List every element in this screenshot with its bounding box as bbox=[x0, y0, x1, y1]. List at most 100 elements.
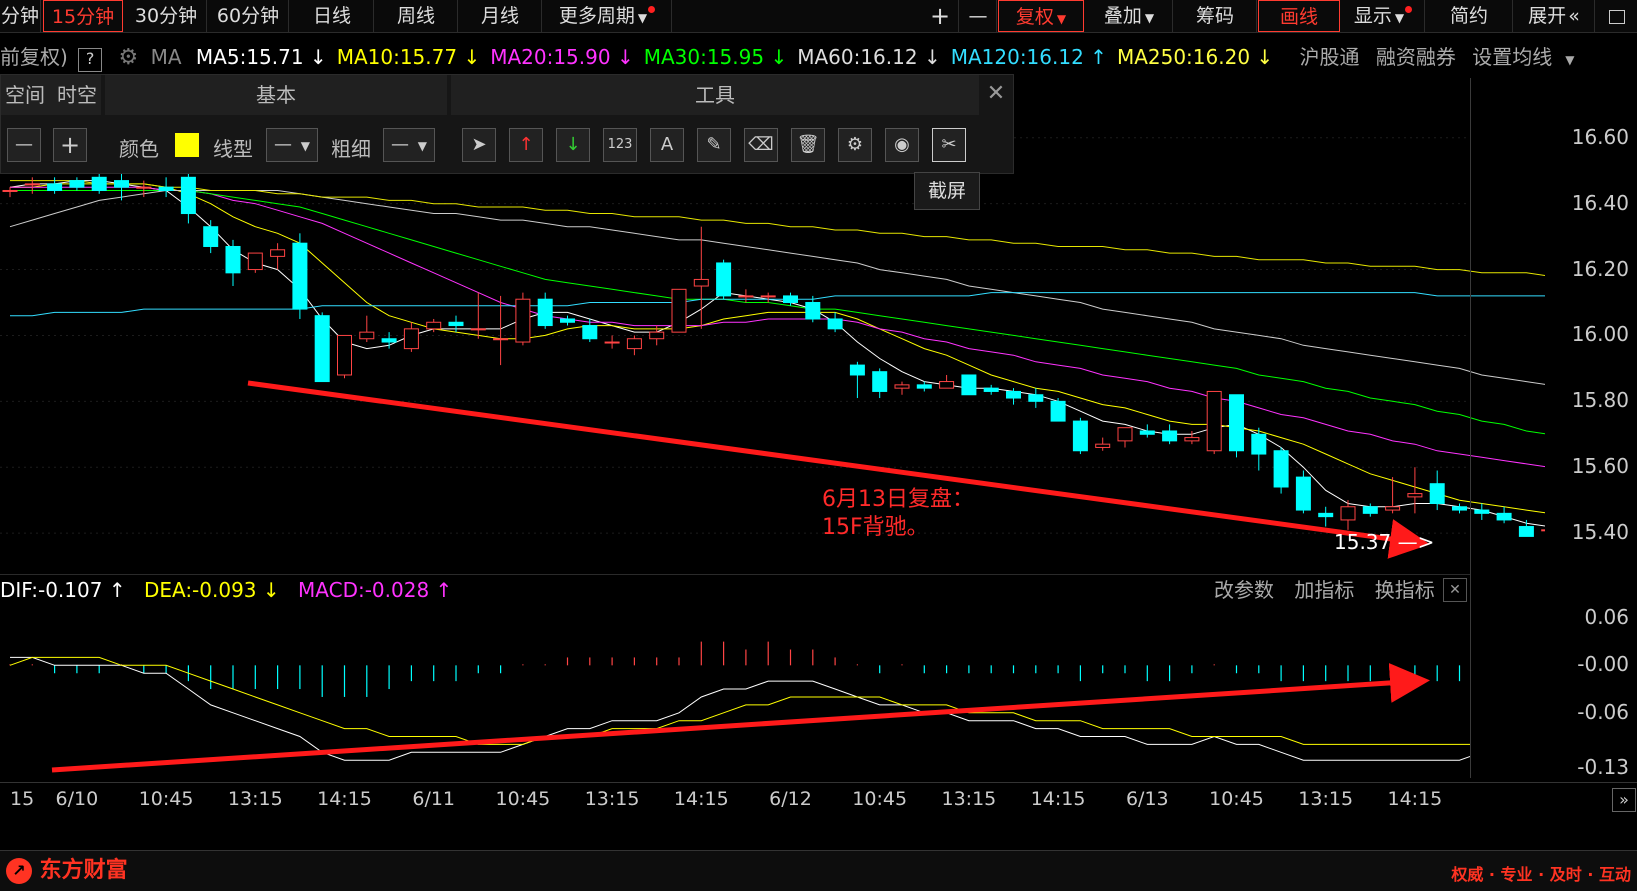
brand-icon: ↗ bbox=[6, 858, 32, 884]
ruler-icon[interactable]: ✎ bbox=[697, 128, 731, 162]
tab-30min[interactable]: 30分钟 bbox=[126, 0, 207, 32]
macd-tick: -0.00 bbox=[1577, 652, 1629, 677]
candle bbox=[1006, 388, 1021, 405]
down-arrow-icon[interactable]: ↓ bbox=[556, 128, 590, 162]
ma-settings-label: 设置均线 bbox=[1472, 45, 1553, 69]
scroll-right-button[interactable]: » bbox=[1612, 788, 1636, 812]
window-restore-icon bbox=[1608, 10, 1625, 24]
time-tick: 14:15 bbox=[673, 788, 729, 810]
adjust-mode-label: 前复权) bbox=[0, 45, 68, 69]
window-control[interactable] bbox=[1596, 0, 1637, 32]
eye-icon[interactable]: ◉ bbox=[885, 128, 919, 162]
tab-time-space[interactable]: 时空 bbox=[57, 83, 97, 107]
candle bbox=[716, 259, 732, 300]
minus-button[interactable]: — bbox=[7, 128, 41, 162]
candle bbox=[849, 361, 865, 399]
candle bbox=[894, 381, 910, 395]
tab-15min[interactable]: 15分钟 bbox=[43, 0, 123, 32]
candle-body bbox=[403, 328, 419, 350]
eraser-icon[interactable]: ⌫ bbox=[744, 128, 778, 162]
candle bbox=[470, 292, 486, 339]
tab-day[interactable]: 日线 bbox=[291, 0, 374, 32]
candle-body bbox=[381, 338, 397, 343]
dif-value: DIF:-0.107 ↑ bbox=[0, 578, 126, 602]
thickness-select[interactable]: — ▼ bbox=[383, 128, 435, 162]
candle bbox=[1518, 519, 1534, 537]
annotation-text: 6月13日复盘： 15F背驰。 bbox=[822, 486, 974, 542]
switch-indicator-link[interactable]: 换指标 bbox=[1374, 578, 1435, 602]
screenshot-icon[interactable]: ✂ bbox=[932, 128, 966, 162]
candle-body bbox=[1095, 443, 1111, 448]
expand-button[interactable]: 展开 « bbox=[1514, 0, 1595, 32]
candle-body bbox=[2, 189, 18, 192]
chevron-down-icon: ▼ bbox=[1565, 53, 1575, 67]
price-tick: 16.20 bbox=[1571, 256, 1629, 281]
candle bbox=[158, 177, 174, 198]
edit-params-link[interactable]: 改参数 bbox=[1214, 578, 1274, 602]
zoom-out-button[interactable]: — bbox=[960, 0, 997, 32]
ma-item-1: MA10:15.77 ↓ bbox=[336, 45, 481, 69]
candle-body bbox=[1385, 506, 1401, 511]
adjust-label: 复权 bbox=[1015, 6, 1054, 28]
simple-mode-button[interactable]: 简约 bbox=[1426, 0, 1513, 32]
text-icon[interactable]: A bbox=[650, 128, 684, 162]
candle-body bbox=[1139, 430, 1155, 435]
close-icon[interactable]: ✕ bbox=[986, 81, 1006, 106]
price-chart[interactable] bbox=[0, 78, 1545, 574]
tab-month[interactable]: 月线 bbox=[459, 0, 542, 32]
plus-button[interactable]: + bbox=[53, 128, 87, 162]
candle-body bbox=[1251, 433, 1267, 455]
candle bbox=[1206, 390, 1222, 455]
gear-icon[interactable]: ⚙ bbox=[118, 45, 139, 70]
trend-arrow-up bbox=[51, 662, 1430, 773]
candle bbox=[1273, 447, 1289, 494]
number-icon[interactable]: 123 bbox=[603, 128, 637, 162]
sh-connect-link[interactable]: 沪股通 bbox=[1299, 45, 1360, 69]
candle-body bbox=[738, 295, 754, 298]
tab-60min[interactable]: 60分钟 bbox=[208, 0, 289, 32]
line-type-select[interactable]: — ▼ bbox=[266, 128, 318, 162]
candle-body bbox=[203, 226, 219, 247]
cursor-icon[interactable]: ➤ bbox=[462, 128, 496, 162]
adjust-dropdown[interactable]: 复权 ▼ bbox=[998, 0, 1084, 32]
display-dropdown[interactable]: 显示 ▼ bbox=[1342, 0, 1425, 32]
overlay-dropdown[interactable]: 叠加 ▼ bbox=[1086, 0, 1173, 32]
add-indicator-link[interactable]: 加指标 bbox=[1294, 578, 1355, 602]
more-periods-dropdown[interactable]: 更多周期 ▼ bbox=[543, 0, 672, 32]
trash-icon[interactable]: 🗑 bbox=[791, 128, 825, 162]
candle bbox=[604, 335, 620, 349]
candle bbox=[1117, 427, 1133, 448]
candle-body bbox=[1184, 437, 1200, 442]
margin-trading-link[interactable]: 融资融券 bbox=[1375, 45, 1456, 69]
chips-button[interactable]: 筹码 bbox=[1174, 0, 1257, 32]
price-tick: 15.40 bbox=[1571, 520, 1629, 545]
tab-space[interactable]: 空间 bbox=[5, 83, 45, 107]
up-arrow-icon[interactable]: ↑ bbox=[509, 128, 543, 162]
time-tick: 13:15 bbox=[227, 788, 283, 810]
candle bbox=[805, 295, 821, 323]
close-icon[interactable]: ✕ bbox=[1443, 578, 1467, 602]
color-swatch[interactable] bbox=[175, 133, 199, 157]
ma-settings-dropdown[interactable]: 设置均线 ▼ bbox=[1472, 45, 1584, 69]
draw-line-button[interactable]: 画线 bbox=[1258, 0, 1340, 32]
price-tick: 16.40 bbox=[1571, 190, 1629, 215]
time-tick: 6/11 bbox=[412, 788, 456, 810]
price-tick: 16.60 bbox=[1571, 124, 1629, 149]
top-toolbar: 分钟 15分钟 30分钟 60分钟 日线 周线 月线 更多周期 ▼ + — 复权 ▼… bbox=[0, 0, 1637, 33]
help-button[interactable]: ? bbox=[78, 48, 103, 72]
candle bbox=[1474, 503, 1490, 520]
candle-body bbox=[158, 186, 174, 191]
candle-body bbox=[783, 295, 798, 303]
candle bbox=[180, 174, 196, 224]
candle bbox=[337, 334, 352, 379]
candle-body bbox=[515, 298, 531, 343]
settings-icon[interactable]: ⚙ bbox=[838, 128, 872, 162]
time-tick: 10:45 bbox=[852, 788, 908, 810]
macd-chart[interactable] bbox=[0, 604, 1470, 782]
candle-body bbox=[136, 186, 152, 189]
zoom-in-button[interactable]: + bbox=[922, 0, 959, 32]
candle-body bbox=[805, 301, 821, 320]
candle-body bbox=[180, 176, 196, 215]
tab-week[interactable]: 周线 bbox=[375, 0, 458, 32]
tab-minute[interactable]: 分钟 bbox=[0, 0, 41, 32]
